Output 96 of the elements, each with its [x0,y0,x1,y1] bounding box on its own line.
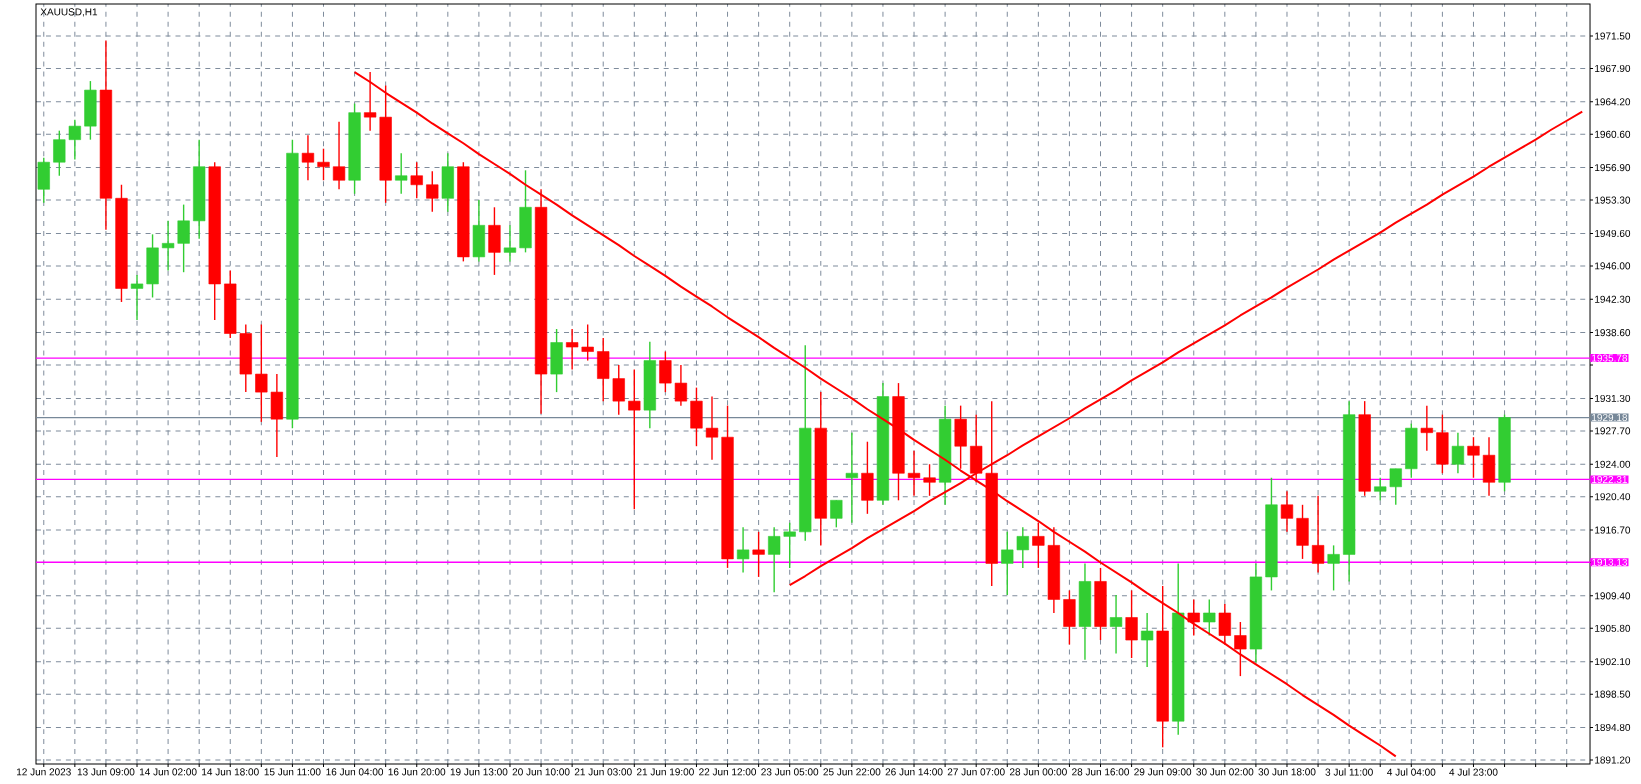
candlestick [503,224,517,263]
y-tick-label: 1971.50 [1595,32,1631,40]
candlestick [1374,477,1387,501]
x-tick-label: 12 Jun 2023 [17,768,71,776]
y-tick-label: 1909.40 [1595,592,1631,600]
x-tick-label: 16 Jun 20:00 [388,768,446,776]
ref-line-label: 1913.13 [1592,558,1628,566]
x-tick-label: 14 Jun 18:00 [202,768,259,776]
y-tick-label: 1942.30 [1595,295,1631,303]
candlestick [752,531,765,578]
x-tick-label: 28 Jun 16:00 [1072,768,1130,776]
candlestick [301,134,315,181]
candlestick [410,161,423,199]
candlestick [1016,526,1029,569]
x-tick-label: 26 Jun 14:00 [885,768,943,776]
x-tick-label: 27 Jun 07:00 [947,768,1005,776]
x-tick-label: 25 Jun 22:00 [823,768,881,776]
y-tick-label: 1924.00 [1595,460,1631,468]
candlestick [674,364,688,407]
x-tick-label: 4 Jul 23:00 [1449,768,1498,776]
y-tick-label: 1953.30 [1595,196,1631,204]
candlestick [628,368,641,511]
candlestick [161,220,175,272]
candlestick [768,526,781,593]
candlestick [659,350,672,393]
candlestick [1032,522,1045,569]
x-tick-label: 14 Jun 02:00 [139,768,197,776]
candlestick [1141,612,1154,668]
x-tick-label: 4 Jul 04:00 [1387,768,1436,776]
x-tick-label: 29 Jun 09:00 [1134,768,1192,776]
candlestick [177,203,190,273]
ref-line-label: 1935.78 [1592,354,1628,362]
candlestick [581,323,594,362]
chart-title: XAUUSD,H1 [40,8,98,17]
candlestick [1203,598,1216,637]
x-tick-label: 21 Jun 03:00 [574,768,632,776]
y-tick-label: 1920.40 [1595,493,1631,501]
candlestick [1451,431,1465,474]
y-tick-label: 1956.90 [1595,164,1631,172]
candlestick [923,463,936,497]
x-tick-label: 30 Jun 18:00 [1258,768,1316,776]
candlestick [130,274,144,321]
ref-line-label: 1929.18 [1592,414,1628,422]
y-tick-label: 1905.80 [1595,624,1631,632]
y-tick-label: 1949.60 [1595,229,1631,237]
x-tick-label: 20 Jun 10:00 [512,768,570,776]
x-tick-label: 21 Jun 19:00 [636,768,694,776]
y-tick-label: 1964.20 [1595,98,1631,106]
candlestick [1218,603,1231,646]
y-tick-label: 1898.50 [1595,690,1631,698]
y-tick-label: 1894.80 [1595,723,1631,732]
y-tick-label: 1927.70 [1595,427,1631,435]
x-tick-label: 3 Jul 11:00 [1325,768,1373,776]
candlestick [845,431,858,524]
ref-line-label: 1922.31 [1592,475,1628,484]
x-tick-label: 28 Jun 00:00 [1009,768,1067,776]
x-tick-label: 19 Jun 13:00 [450,768,508,776]
candlestick [1187,598,1200,637]
candlestick [907,450,921,497]
y-tick-label: 1946.00 [1595,262,1631,270]
candlestick [1234,621,1247,677]
candlestick [705,395,719,461]
candlestick [395,152,408,195]
y-tick-label: 1891.20 [1595,756,1631,764]
candlestick [68,119,81,161]
candlestick [1125,589,1138,659]
candlestick [1280,490,1294,533]
candlestick [1311,495,1325,574]
candlestick [53,129,66,177]
candlestick [1001,531,1014,596]
candlestick [566,328,579,371]
y-tick-label: 1938.60 [1595,329,1631,337]
x-tick-label: 15 Jun 11:00 [264,768,321,776]
candlestick [317,147,330,181]
x-tick-label: 16 Jun 04:00 [326,768,384,776]
y-tick-label: 1960.60 [1595,130,1631,138]
x-tick-label: 30 Jun 02:00 [1196,768,1254,776]
candlestick [1467,436,1480,479]
x-tick-label: 23 Jun 05:00 [761,768,819,776]
candlestick [426,170,439,213]
candlestick [1327,544,1340,592]
candlestick [783,522,796,569]
candlestick [1109,594,1123,655]
y-tick-label: 1967.90 [1595,64,1631,72]
y-tick-label: 1931.30 [1595,394,1631,402]
candlestick [255,323,268,423]
candlestick [1389,468,1402,506]
x-tick-label: 22 Jun 12:00 [699,768,757,776]
candlestick [332,120,346,190]
candlestick [830,499,843,529]
y-tick-label: 1916.70 [1595,526,1631,534]
y-tick-label: 1902.10 [1595,658,1631,666]
candlestick [736,526,750,574]
candlestick [1420,404,1433,452]
candlestick [612,364,625,416]
x-tick-label: 13 Jun 09:00 [77,768,135,776]
